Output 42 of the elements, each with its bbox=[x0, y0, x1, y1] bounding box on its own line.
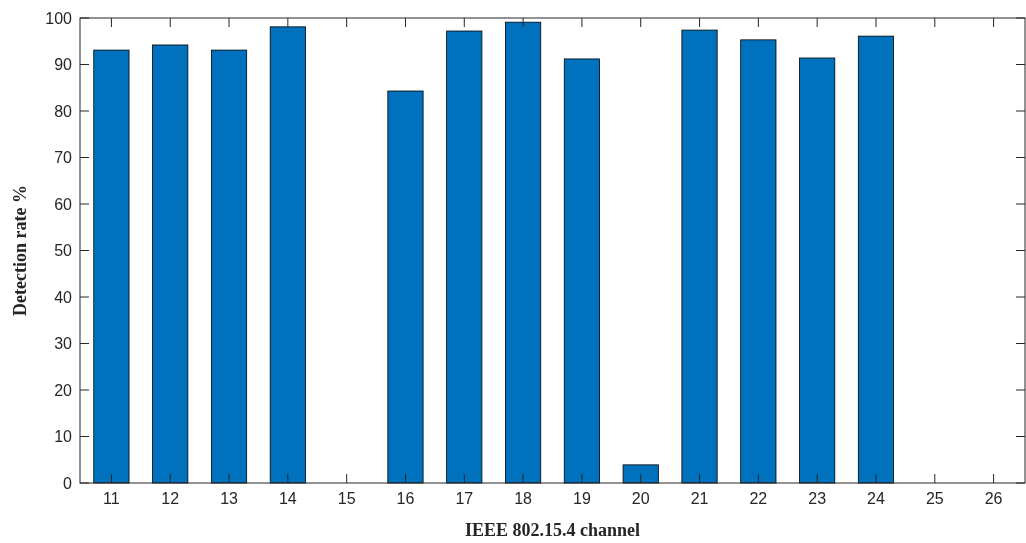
x-tick-label: 14 bbox=[278, 490, 297, 507]
bar bbox=[740, 39, 777, 484]
y-axis-title: Detection rate % bbox=[10, 185, 30, 316]
bar bbox=[857, 35, 895, 484]
y-tick-label: 30 bbox=[54, 335, 73, 353]
bar bbox=[446, 30, 483, 484]
y-tick-label: 60 bbox=[54, 195, 73, 213]
bar bbox=[152, 44, 189, 484]
x-tick-label: 13 bbox=[220, 490, 239, 507]
y-tick-label: 40 bbox=[54, 288, 73, 306]
bar bbox=[210, 49, 248, 484]
x-tick-label: 11 bbox=[103, 490, 120, 507]
bar bbox=[387, 90, 424, 484]
y-tick-label: 100 bbox=[45, 9, 73, 27]
y-tick-label: 70 bbox=[54, 149, 73, 167]
x-tick-label: 25 bbox=[925, 490, 944, 507]
x-tick-label: 26 bbox=[984, 490, 1003, 507]
x-tick-label: 23 bbox=[808, 490, 827, 507]
x-tick-label: 16 bbox=[396, 490, 415, 507]
x-tick-label: 19 bbox=[573, 490, 591, 507]
y-tick-label: 90 bbox=[54, 56, 73, 74]
bar bbox=[799, 57, 836, 484]
bar bbox=[93, 49, 130, 484]
bar bbox=[681, 29, 718, 484]
x-tick-label: 12 bbox=[161, 490, 180, 507]
x-tick-label: 17 bbox=[455, 490, 474, 507]
x-tick-label: 18 bbox=[514, 490, 533, 507]
y-tick-label: 20 bbox=[54, 381, 73, 399]
x-axis-title: IEEE 802.15.4 channel bbox=[464, 520, 641, 540]
bar bbox=[563, 58, 600, 484]
x-tick-label: 20 bbox=[631, 490, 650, 507]
x-tick-label: 15 bbox=[337, 490, 356, 507]
y-tick-label: 0 bbox=[63, 474, 73, 492]
y-tick-label: 80 bbox=[54, 102, 73, 120]
x-tick-label: 24 bbox=[867, 490, 885, 507]
bar bbox=[269, 26, 306, 484]
x-tick-label: 22 bbox=[749, 490, 768, 507]
bar bbox=[505, 21, 542, 484]
x-tick-label: 21 bbox=[690, 490, 709, 507]
bar bbox=[622, 464, 659, 484]
y-tick-label: 50 bbox=[54, 242, 73, 260]
y-tick-label: 10 bbox=[54, 428, 73, 446]
